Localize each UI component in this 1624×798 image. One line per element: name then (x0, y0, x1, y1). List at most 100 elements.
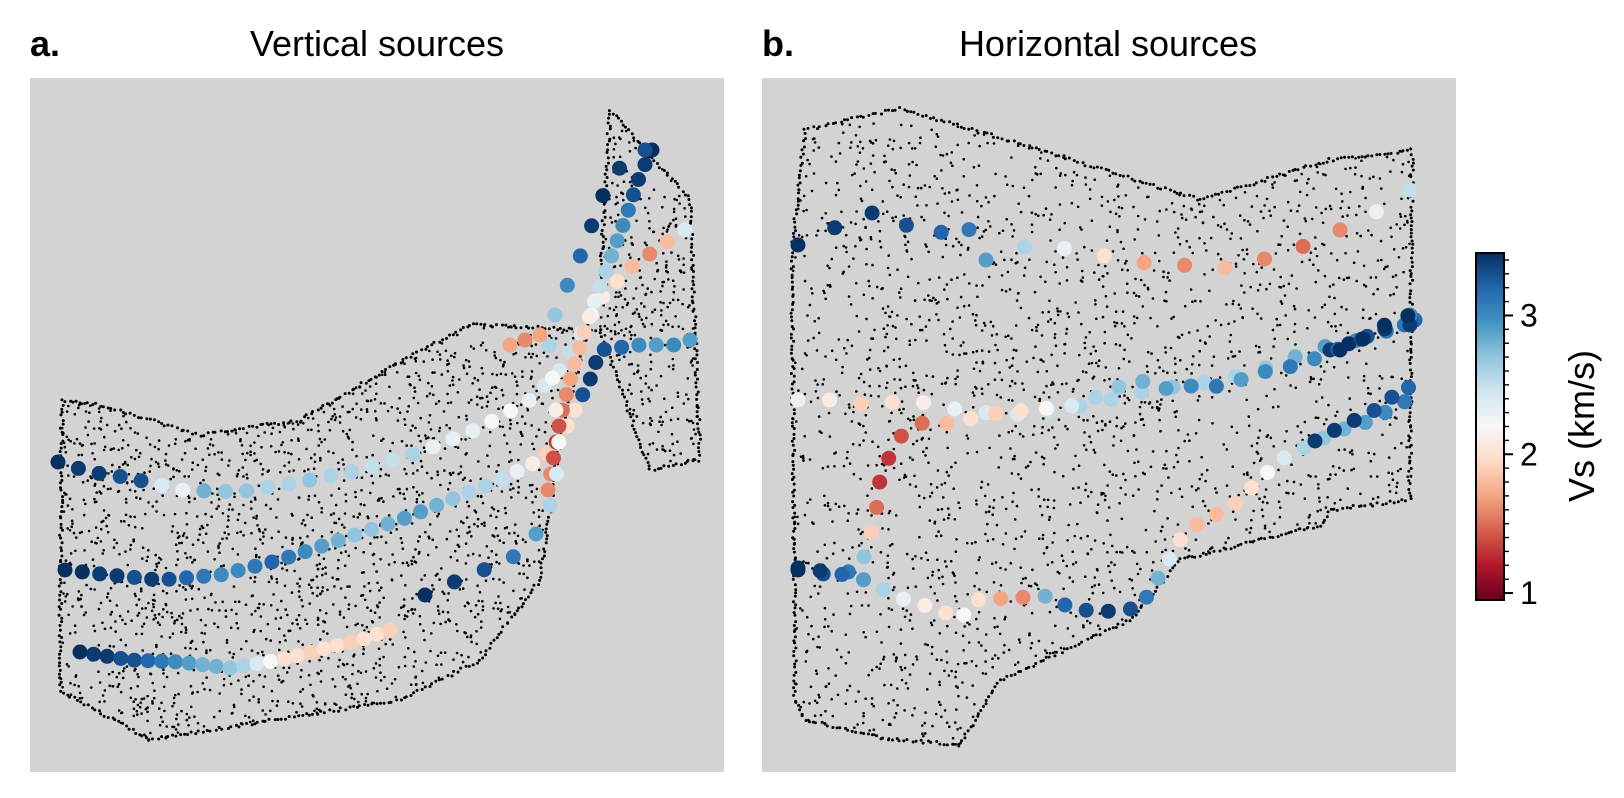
station-dot (280, 443, 283, 447)
station-dot (210, 501, 213, 504)
station-dot (642, 453, 646, 457)
station-dot (913, 474, 916, 478)
station-dot (479, 494, 483, 498)
station-dot (1082, 625, 1085, 629)
station-dot (1200, 455, 1203, 459)
station-dot (354, 546, 358, 550)
station-dot (1048, 218, 1052, 221)
station-dot (1122, 472, 1125, 476)
station-dot (991, 324, 995, 328)
station-dot (1004, 335, 1007, 339)
station-dot (299, 536, 302, 540)
station-dot (517, 458, 520, 462)
station-dot (1342, 278, 1346, 281)
station-dot (80, 402, 83, 406)
station-dot (481, 426, 485, 429)
station-dot (448, 384, 452, 387)
station-dot (158, 556, 161, 560)
station-dot (245, 473, 248, 476)
station-dot (375, 570, 378, 573)
station-dot (508, 427, 512, 430)
station-dot (898, 291, 901, 294)
station-dot (133, 669, 136, 672)
station-dot (214, 728, 218, 732)
station-dot (544, 541, 548, 545)
station-dot (644, 206, 647, 210)
station-dot (882, 655, 886, 659)
station-dot (1176, 460, 1180, 464)
station-dot (1163, 538, 1167, 541)
station-dot (1110, 579, 1114, 582)
station-dot (306, 428, 310, 432)
station-dot (469, 345, 473, 348)
station-dot (1340, 192, 1343, 195)
station-dot (695, 410, 699, 414)
station-dot (150, 737, 154, 741)
station-dot (515, 542, 518, 545)
station-dot (217, 498, 221, 501)
station-dot (887, 625, 891, 629)
station-dot (879, 613, 882, 616)
station-dot (453, 351, 457, 355)
station-dot (269, 507, 272, 511)
station-dot (196, 463, 200, 467)
station-dot (933, 174, 936, 178)
station-dot (1142, 423, 1146, 427)
station-dot (137, 611, 141, 615)
station-dot (1242, 258, 1246, 261)
station-dot (667, 224, 671, 228)
station-dot (209, 648, 212, 652)
station-dot (477, 658, 481, 662)
station-dot (817, 635, 820, 638)
station-dot (952, 487, 955, 491)
station-dot (446, 363, 449, 366)
station-dot (692, 270, 695, 273)
station-dot (1014, 324, 1018, 327)
station-dot (1061, 474, 1065, 478)
station-dot (1258, 497, 1261, 501)
station-dot (389, 700, 393, 704)
station-dot (1283, 294, 1287, 297)
vs-point (575, 387, 591, 403)
station-dot (1003, 643, 1006, 647)
station-dot (990, 562, 994, 566)
station-dot (1048, 610, 1052, 614)
station-dot (872, 728, 876, 731)
station-dot (183, 451, 187, 455)
station-dot (852, 257, 855, 260)
station-dot (984, 672, 988, 676)
station-dot (604, 164, 608, 168)
station-dot (855, 210, 858, 213)
vs-point (567, 402, 583, 418)
station-dot (661, 205, 664, 209)
station-dot (1086, 619, 1089, 623)
station-dot (400, 574, 403, 577)
station-dot (276, 718, 280, 721)
station-dot (1113, 321, 1116, 324)
vs-point (541, 338, 557, 354)
station-dot (1176, 523, 1180, 526)
station-dot (398, 491, 402, 495)
station-dot (638, 141, 642, 145)
station-dot (946, 376, 949, 380)
station-dot (400, 541, 404, 544)
station-dot (845, 250, 848, 254)
station-dot (816, 550, 819, 553)
station-dot (154, 553, 157, 557)
station-dot (1090, 361, 1094, 365)
station-dot (129, 515, 132, 518)
station-dot (973, 134, 976, 137)
station-dot (603, 172, 607, 176)
station-dot (905, 552, 909, 556)
station-dot (1045, 260, 1048, 264)
station-dot (621, 392, 625, 396)
station-dot (535, 435, 538, 438)
station-dot (257, 484, 261, 488)
station-dot (523, 422, 527, 425)
station-dot (894, 514, 898, 517)
station-dot (90, 540, 93, 543)
station-dot (315, 563, 319, 567)
station-dot (414, 426, 417, 430)
station-dot (241, 452, 244, 456)
station-dot (1113, 198, 1116, 202)
